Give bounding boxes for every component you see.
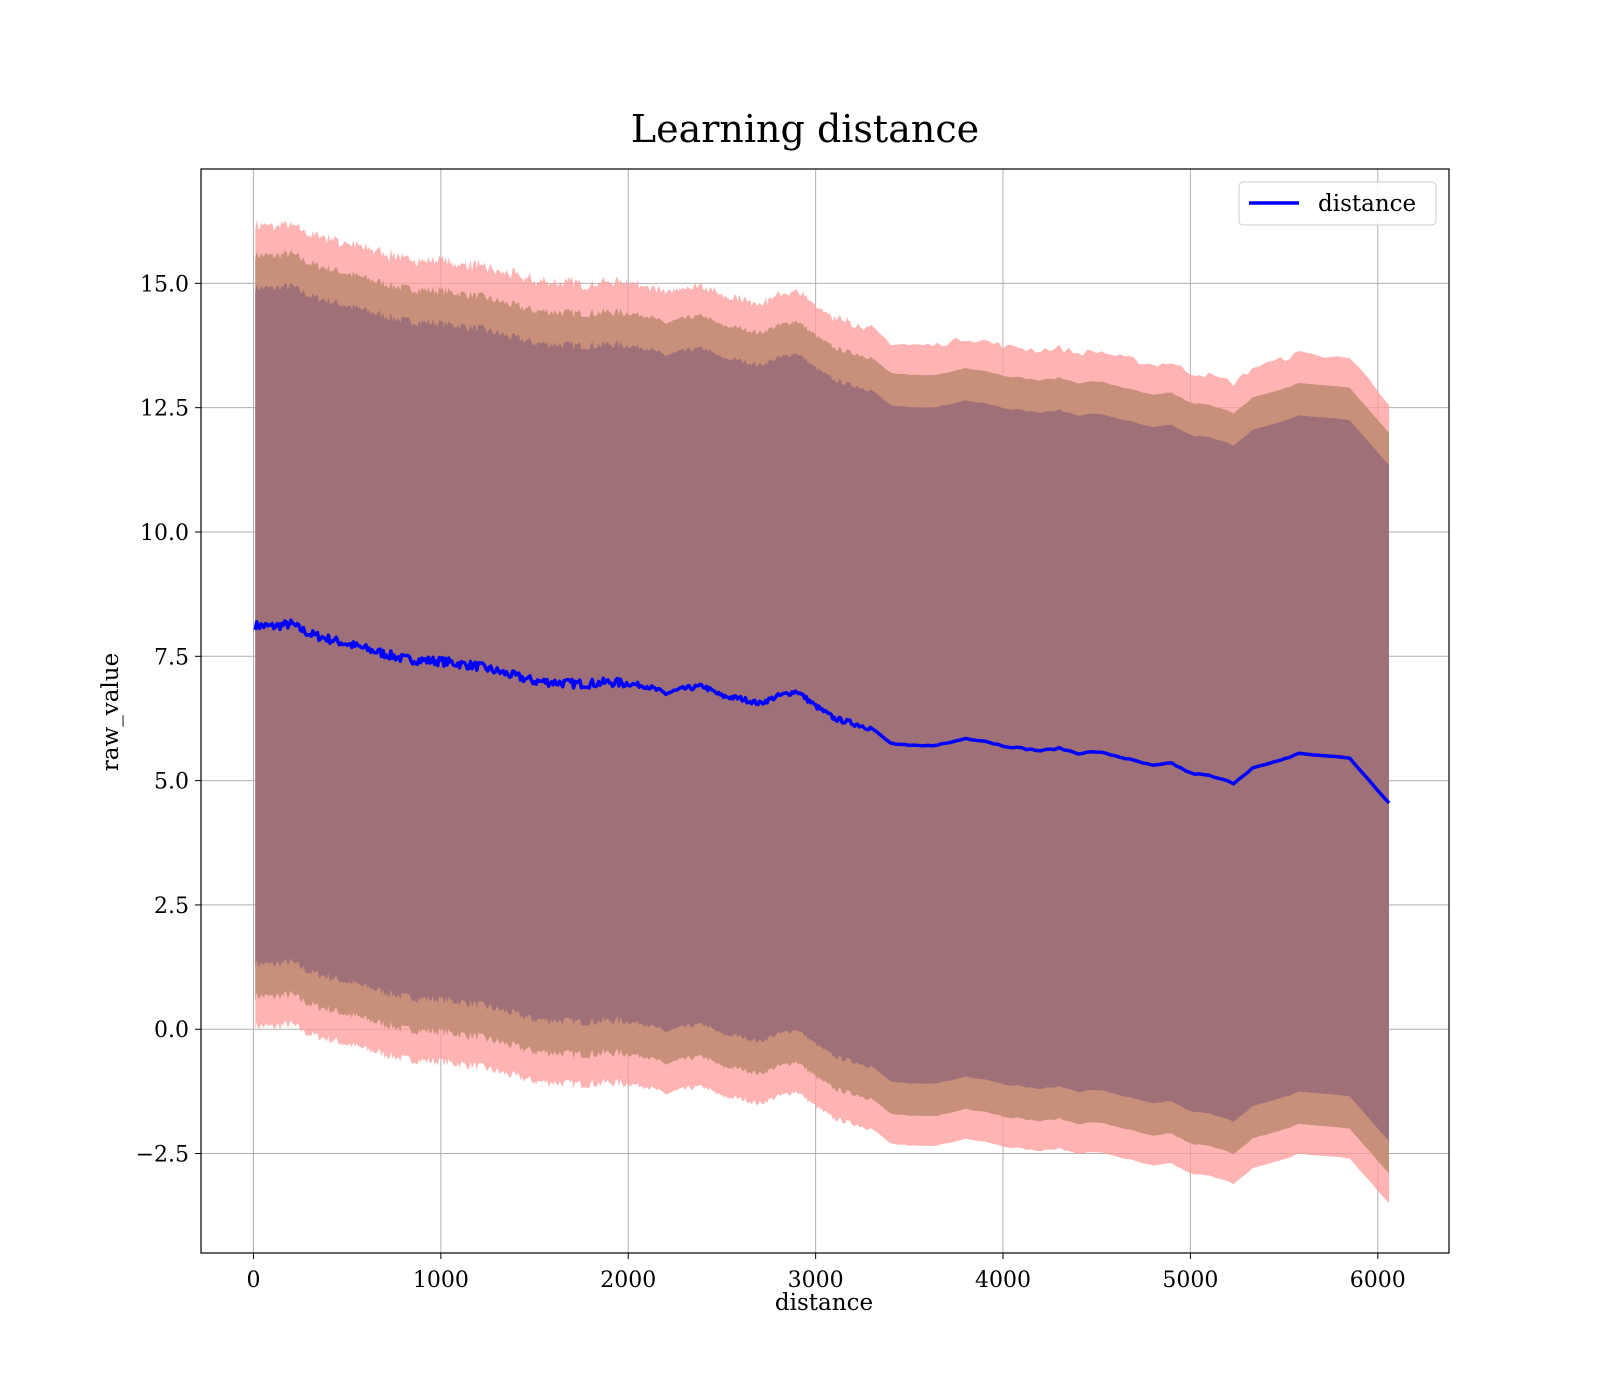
legend: distance — [1238, 181, 1437, 226]
y-tick-label: 10.0 — [140, 521, 189, 546]
y-tick-label: −2.5 — [136, 1143, 189, 1168]
y-axis-label: raw_value — [98, 653, 124, 771]
x-tick-label: 2000 — [600, 1268, 656, 1293]
y-tick-label: 5.0 — [154, 770, 189, 795]
axes-frame — [200, 168, 1450, 1254]
legend-label-distance: distance — [1318, 191, 1416, 217]
x-axis-label: distance — [775, 1290, 873, 1316]
chart-title: Learning distance — [631, 107, 979, 151]
x-tick-label: 6000 — [1350, 1268, 1406, 1293]
legend-box — [1238, 181, 1437, 226]
x-tick-label: 5000 — [1162, 1268, 1218, 1293]
y-tick-label: 12.5 — [140, 397, 189, 422]
x-tick-label: 0 — [246, 1268, 260, 1293]
x-tick-label: 4000 — [975, 1268, 1031, 1293]
series-layer — [253, 219, 1391, 1204]
plot-area: 0 1000 2000 3000 4000 5000 6000 −2.5 0.0 2.5 5.0 7.… — [136, 168, 1450, 1293]
y-tick-label: 7.5 — [154, 645, 189, 670]
y-tick-label: 2.5 — [154, 894, 189, 919]
x-tick-label: 1000 — [413, 1268, 469, 1293]
series-line-distance — [253, 618, 1391, 805]
y-tick-label: 0.0 — [154, 1018, 189, 1043]
x-tick-label: 3000 — [788, 1268, 844, 1293]
y-tick-label: 15.0 — [140, 272, 189, 297]
